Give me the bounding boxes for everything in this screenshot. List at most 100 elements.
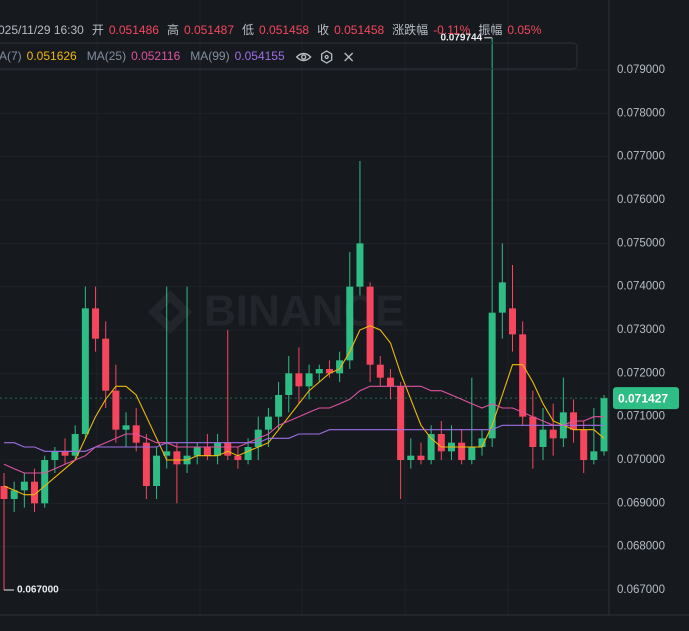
candle-body	[407, 455, 415, 461]
y-tick-label: 0.076000	[617, 194, 665, 206]
candle-body	[173, 451, 181, 465]
candle-body	[509, 308, 516, 335]
info-bar: 025/11/29 16:30 开 0.051486 高 0.051487 低 0.0514…	[0, 22, 542, 37]
field-label: 振幅	[478, 22, 502, 37]
candle-body	[417, 455, 425, 461]
y-tick-label: 0.071000	[617, 411, 665, 423]
candle-body	[295, 373, 303, 387]
last-price-label: 0.071427	[618, 391, 668, 405]
candle-body	[214, 442, 222, 456]
vertical-grid	[96, 0, 509, 615]
y-tick-label: 0.069000	[617, 497, 665, 509]
field-value: -0.11%	[433, 23, 470, 37]
candle-body	[315, 369, 323, 374]
candle-body	[600, 398, 608, 452]
candle-body	[305, 373, 313, 387]
candle-body	[397, 386, 405, 461]
candle-body	[31, 481, 39, 504]
candle-body	[376, 364, 384, 378]
candle-body	[325, 369, 333, 374]
legend-name: MA(25)	[87, 49, 126, 63]
y-tick-label: 0.067000	[617, 584, 665, 596]
y-tick-label: 0.077000	[617, 151, 665, 163]
y-tick-label: 0.079000	[617, 64, 665, 76]
candle-body	[153, 455, 161, 487]
y-tick-label: 0.068000	[617, 541, 665, 553]
candle-body	[549, 429, 557, 439]
candle-body	[346, 286, 354, 361]
plot: 0.079744 0.067000	[0, 32, 609, 596]
ma-line	[3, 325, 605, 496]
candle-body	[10, 490, 18, 500]
price-axis: 0.067000 0.068000 0.069000 0.070000 0.071000…	[613, 64, 679, 596]
candle-body	[122, 425, 130, 430]
candle-body	[81, 308, 89, 435]
y-tick-label: 0.075000	[617, 237, 665, 249]
candle-body	[51, 451, 59, 461]
y-tick-label: 0.072000	[617, 367, 665, 379]
candle-body	[539, 429, 547, 448]
candle-body	[478, 438, 486, 448]
candle-body	[275, 395, 283, 417]
candle-body	[590, 451, 598, 461]
candle-body	[356, 243, 364, 287]
field-label: 收	[317, 23, 329, 37]
low-label: 0.067000	[17, 585, 59, 596]
eye-icon[interactable]	[295, 52, 312, 62]
last-price-badge	[613, 387, 679, 410]
field-value: 0.051487	[184, 23, 234, 37]
candle-body	[71, 434, 79, 456]
candle-body	[580, 429, 588, 461]
watermark-logo	[148, 290, 192, 334]
y-tick-label: 0.073000	[617, 324, 665, 336]
legend-value: 0.051626	[27, 49, 77, 63]
legend-name: A(7)	[0, 49, 22, 63]
settings-icon[interactable]	[321, 50, 333, 64]
candle-body	[529, 416, 537, 448]
field-label: 高	[167, 22, 179, 37]
legend-icons	[295, 50, 354, 64]
candle-body	[336, 360, 344, 374]
legend-value: 0.052116	[131, 49, 180, 63]
candle-body	[41, 460, 49, 504]
ma-line	[4, 424, 604, 452]
candle-body	[427, 434, 435, 461]
candle-body	[468, 447, 476, 461]
field-label: 涨跌幅	[392, 22, 428, 37]
ma-line	[3, 385, 604, 474]
close-icon[interactable]	[344, 52, 354, 62]
candle-body	[488, 312, 496, 439]
candle-body	[264, 416, 272, 430]
legend-name: MA(99)	[190, 49, 229, 63]
candle-body	[234, 455, 242, 461]
y-tick-label: 0.070000	[617, 454, 665, 466]
candle-body	[244, 447, 252, 461]
grid	[0, 69, 609, 591]
field-value: 0.051458	[334, 23, 384, 37]
y-tick-label: 0.078000	[617, 107, 665, 119]
candle-body	[498, 282, 506, 313]
field-value: 0.051486	[109, 23, 159, 37]
field-value: 0.05%	[507, 23, 541, 37]
candle-body	[437, 434, 445, 452]
candle-body	[386, 377, 394, 387]
field-value: 0.051458	[259, 23, 309, 37]
timestamp: 025/11/29 16:30	[0, 23, 84, 37]
candle-body	[163, 451, 171, 456]
high-label: 0.079744	[440, 32, 482, 43]
candle-body	[61, 451, 69, 456]
candle-body	[142, 442, 150, 487]
watermark: BINANCE	[204, 287, 404, 336]
indicator-box	[0, 42, 578, 70]
indicator-legend: A(7) 0.051626 MA(25) 0.052116 MA(99) 0.054155	[0, 49, 354, 64]
candle-body	[0, 486, 8, 500]
field-label: 开	[92, 23, 104, 37]
y-tick-label: 0.074000	[617, 281, 665, 293]
candle-body	[285, 373, 293, 396]
candle-body	[193, 447, 201, 456]
candle-body	[92, 308, 100, 339]
candle-body	[519, 334, 527, 417]
candle-body	[203, 447, 211, 456]
